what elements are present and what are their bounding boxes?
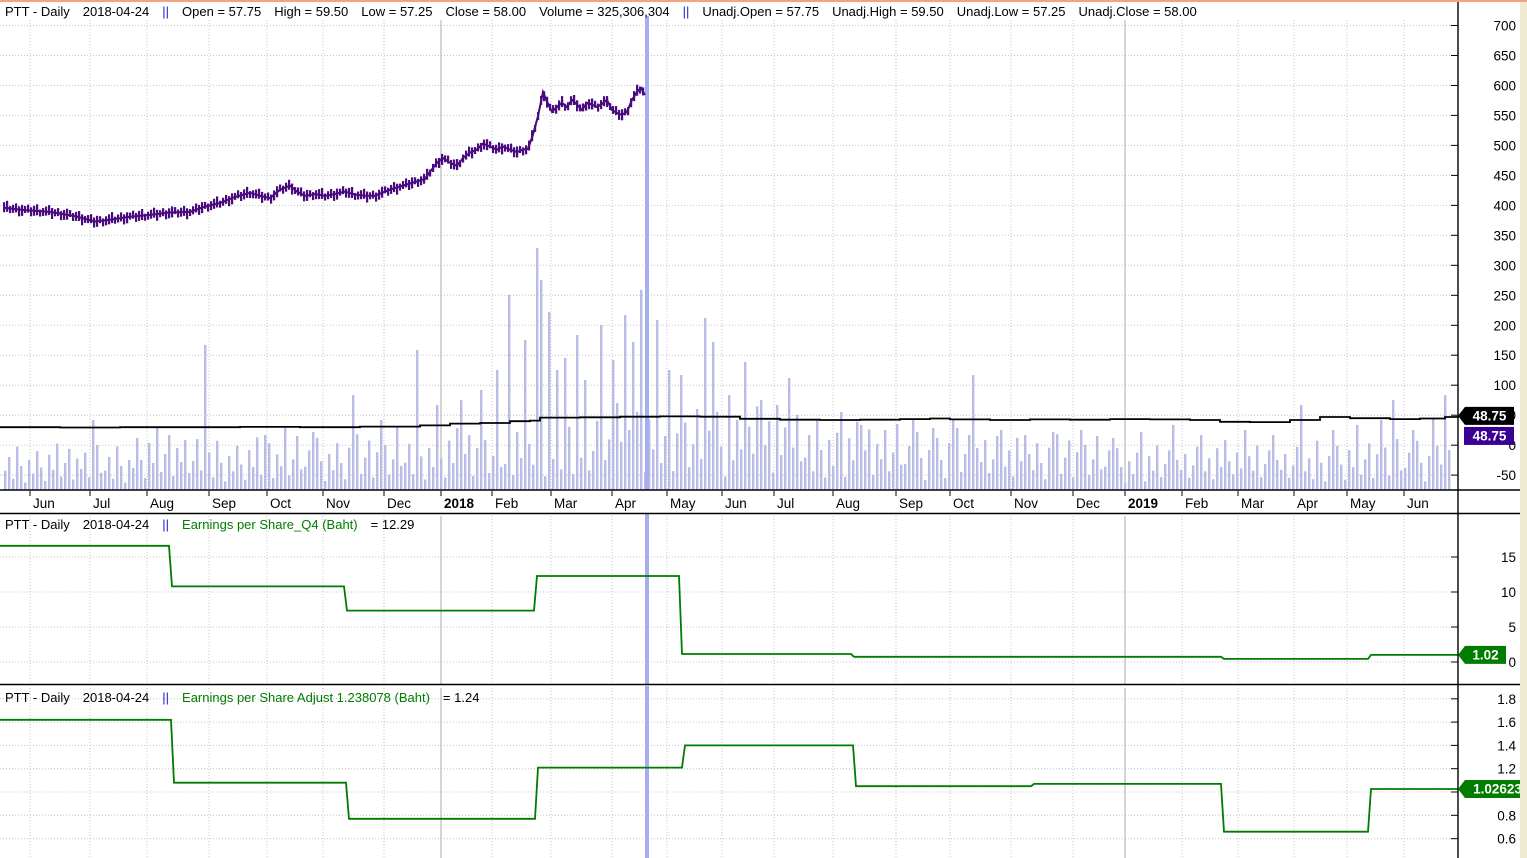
svg-text:Jun: Jun (1407, 496, 1429, 511)
title-segment: = 1.24 (442, 690, 480, 705)
svg-text:1.6: 1.6 (1497, 715, 1516, 730)
title-segment: 2018-04-24 (82, 4, 150, 19)
svg-text:1.2: 1.2 (1497, 762, 1516, 777)
svg-text:Jun: Jun (725, 496, 747, 511)
svg-text:Mar: Mar (1241, 496, 1265, 511)
title-segment: Volume = 325,306,304 (539, 4, 670, 19)
title-separator: || (682, 4, 690, 19)
eps-q4-y-axis-labels: 15 10 5 0 (1451, 550, 1516, 670)
eps-adjust-panel-title: PTT - Daily 2018-04-24 || Earnings per Shar… (5, 690, 492, 705)
svg-text:Jul: Jul (93, 496, 110, 511)
svg-text:1.4: 1.4 (1497, 738, 1516, 753)
svg-text:2018: 2018 (444, 496, 475, 511)
svg-text:350: 350 (1493, 228, 1516, 243)
last-value-badge: 48.75 (1458, 406, 1514, 425)
svg-text:0: 0 (1508, 438, 1516, 453)
svg-text:2019: 2019 (1128, 496, 1158, 511)
svg-text:Nov: Nov (1014, 496, 1038, 511)
title-segment: PTT - Daily (5, 517, 70, 532)
svg-text:550: 550 (1493, 108, 1516, 123)
svg-text:Dec: Dec (387, 496, 411, 511)
svg-text:Aug: Aug (836, 496, 860, 511)
svg-text:200: 200 (1493, 318, 1516, 333)
title-segment: Unadj.Open = 57.75 (702, 4, 820, 19)
eps-q4-panel-title: PTT - Daily 2018-04-24 || Earnings per Shar… (5, 517, 427, 532)
svg-text:0: 0 (1508, 655, 1516, 670)
title-segment: PTT - Daily (5, 4, 70, 19)
svg-text:5: 5 (1508, 620, 1516, 635)
svg-text:10: 10 (1501, 585, 1516, 600)
svg-text:Feb: Feb (1185, 496, 1208, 511)
title-segment: Unadj.Close = 58.00 (1078, 4, 1197, 19)
svg-text:May: May (670, 496, 696, 511)
title-segment: High = 59.50 (274, 4, 349, 19)
svg-text:48.75: 48.75 (1473, 408, 1507, 423)
price-panel-title: PTT - Daily 2018-04-24 || Open = 57.75 High … (5, 4, 1210, 19)
svg-text:-50: -50 (1496, 468, 1516, 483)
volume-bars (4, 248, 1451, 491)
svg-text:Jul: Jul (777, 496, 794, 511)
svg-text:1.8: 1.8 (1497, 692, 1516, 707)
svg-text:Feb: Feb (495, 496, 518, 511)
svg-text:Oct: Oct (270, 496, 291, 511)
last-value-badge: 1.02623 (1458, 779, 1527, 798)
svg-text:600: 600 (1493, 79, 1516, 94)
svg-text:Dec: Dec (1076, 496, 1100, 511)
title-segment: PTT - Daily (5, 690, 70, 705)
svg-text:1.02: 1.02 (1472, 647, 1498, 662)
svg-text:Apr: Apr (1297, 496, 1319, 511)
title-segment: Earnings per Share Adjust 1.238078 (Baht… (182, 690, 430, 705)
svg-text:Apr: Apr (615, 496, 637, 511)
crosshair-cursor[interactable] (645, 16, 649, 858)
eps-q4-step-line (0, 544, 1458, 660)
window-top-edge (0, 0, 1527, 2)
last-value-badge: 1.02 (1458, 645, 1506, 664)
svg-text:Sep: Sep (212, 496, 236, 511)
svg-text:48.75: 48.75 (1473, 428, 1507, 443)
price-candle-series (3, 84, 646, 228)
title-segment: 2018-04-24 (82, 517, 150, 532)
svg-text:Jun: Jun (33, 496, 55, 511)
svg-text:1.02623: 1.02623 (1473, 781, 1522, 796)
title-segment: Unadj.High = 59.50 (832, 4, 944, 19)
svg-text:250: 250 (1493, 288, 1516, 303)
svg-text:Aug: Aug (150, 496, 174, 511)
svg-text:150: 150 (1493, 348, 1516, 363)
svg-text:650: 650 (1493, 49, 1516, 64)
svg-text:0.8: 0.8 (1497, 808, 1516, 823)
title-segment: Open = 57.75 (182, 4, 262, 19)
eps-adjust-step-line (0, 718, 1458, 833)
svg-text:100: 100 (1493, 378, 1516, 393)
svg-text:450: 450 (1493, 168, 1516, 183)
title-segment: = 12.29 (370, 517, 415, 532)
title-segment: 2018-04-24 (82, 690, 150, 705)
title-separator: || (162, 690, 170, 705)
last-value-badge: 48.75 (1464, 426, 1514, 445)
svg-text:Oct: Oct (953, 496, 974, 511)
svg-text:15: 15 (1501, 550, 1516, 565)
pane-right-edge (1520, 0, 1527, 858)
svg-text:700: 700 (1493, 19, 1516, 34)
svg-text:300: 300 (1493, 258, 1516, 273)
svg-text:Sep: Sep (899, 496, 923, 511)
title-segment: Earnings per Share_Q4 (Baht) (182, 517, 358, 532)
eps-adjust-y-axis-labels: 1.81.61.41.21.00.80.6 (1451, 692, 1516, 847)
svg-text:May: May (1350, 496, 1376, 511)
title-segment: Close = 58.00 (445, 4, 527, 19)
adjusted-close-line (0, 415, 1459, 429)
svg-text:400: 400 (1493, 198, 1516, 213)
x-axis-labels: Jun Jul Aug Sep Oct Nov Dec 2018 Feb Mar Apr May Jun… (29, 491, 1429, 511)
title-segment: Unadj.Low = 57.25 (956, 4, 1066, 19)
svg-text:Nov: Nov (326, 496, 350, 511)
title-segment: Low = 57.25 (361, 4, 433, 19)
svg-text:0.6: 0.6 (1497, 832, 1516, 847)
svg-text:500: 500 (1493, 138, 1516, 153)
title-separator: || (162, 4, 170, 19)
svg-text:Mar: Mar (554, 496, 578, 511)
title-separator: || (162, 517, 170, 532)
